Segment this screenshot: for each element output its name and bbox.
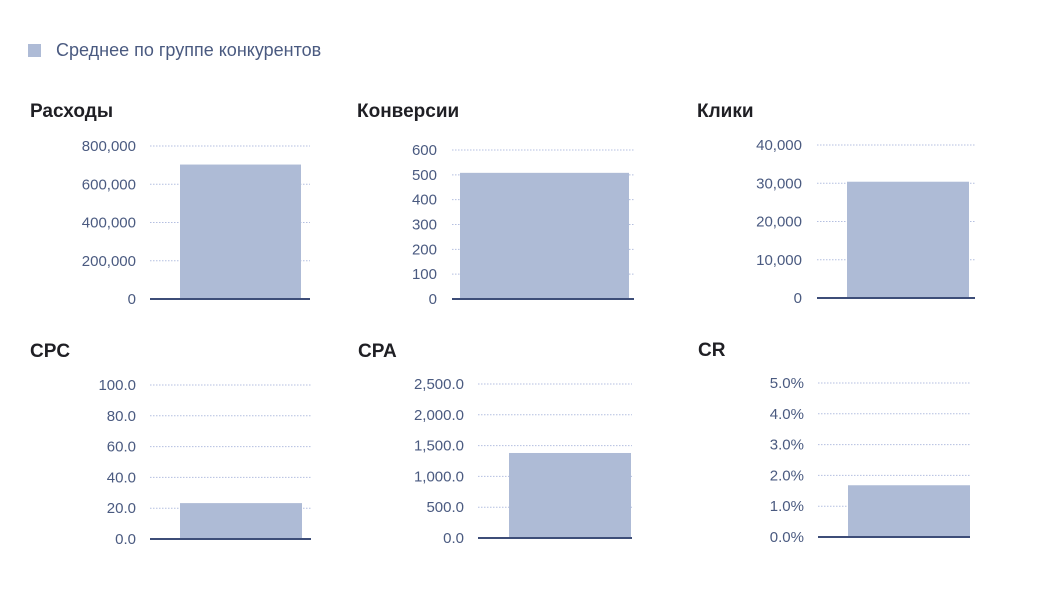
y-tick-label: 2,000.0 [414,407,464,424]
y-tick-label: 0.0% [770,529,804,546]
y-tick-label: 0 [429,291,437,308]
y-tick-label: 500 [412,167,437,184]
bar [509,452,631,538]
bar [460,172,629,299]
bar [847,181,969,298]
y-tick-label: 2,500.0 [414,376,464,393]
y-tick-label: 40,000 [756,137,802,154]
y-tick-label: 800,000 [82,138,136,155]
bar [180,503,302,539]
bar [180,164,301,299]
y-tick-label: 200 [412,241,437,258]
y-tick-label: 3.0% [770,437,804,454]
y-tick-label: 300 [412,217,437,234]
y-tick-label: 30,000 [756,175,802,192]
chart-title-cr: CR [698,340,726,361]
y-tick-label: 60.0 [107,439,136,456]
y-tick-label: 2.0% [770,467,804,484]
bar [848,485,970,537]
chart-title-cpa: CPA [358,341,397,362]
chart-title-conversions: Конверсии [357,101,460,122]
y-tick-label: 1,500.0 [414,438,464,455]
y-tick-label: 600 [412,142,437,159]
y-tick-label: 10,000 [756,252,802,269]
y-tick-label: 0.0 [443,530,464,547]
y-tick-label: 500.0 [426,499,464,516]
y-tick-label: 100.0 [98,377,136,394]
y-tick-label: 20.0 [107,500,136,517]
y-tick-label: 100 [412,266,437,283]
y-tick-label: 20,000 [756,214,802,231]
y-tick-label: 5.0% [770,375,804,392]
y-tick-label: 0.0 [115,531,136,548]
y-tick-label: 600,000 [82,176,136,193]
y-tick-label: 0 [794,290,802,307]
legend-label: Среднее по группе конкурентов [56,40,322,60]
y-tick-label: 0 [128,291,136,308]
y-tick-label: 1.0% [770,498,804,515]
y-tick-label: 4.0% [770,406,804,423]
y-tick-label: 80.0 [107,408,136,425]
y-tick-label: 200,000 [82,253,136,270]
y-tick-label: 400,000 [82,215,136,232]
chart-title-cpc: CPC [30,341,71,362]
y-tick-label: 40.0 [107,469,136,486]
legend-swatch [28,44,41,57]
chart-title-clicks: Клики [697,101,754,122]
y-tick-label: 1,000.0 [414,468,464,485]
y-tick-label: 400 [412,192,437,209]
chart-title-spend: Расходы [30,101,114,122]
legend: Среднее по группе конкурентов [28,40,321,61]
